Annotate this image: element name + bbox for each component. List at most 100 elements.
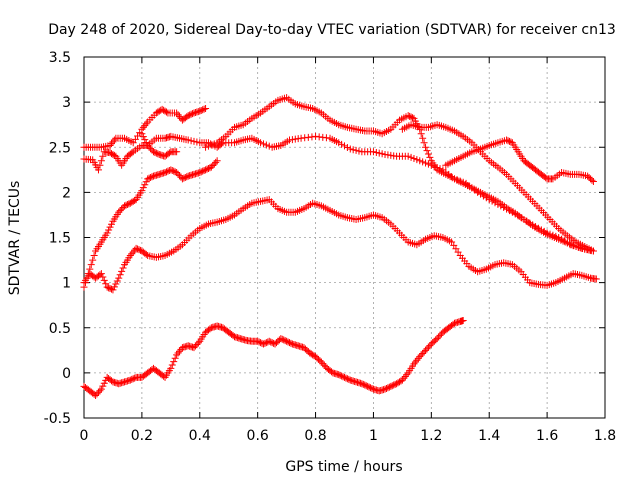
data-point: [154, 150, 162, 158]
data-point: [186, 111, 194, 119]
data-point: [287, 339, 295, 347]
data-point: [139, 184, 147, 192]
data-point: [100, 276, 108, 284]
data-point: [149, 148, 157, 156]
data-point: [257, 139, 265, 147]
data-point: [193, 340, 201, 348]
data-point: [190, 344, 198, 352]
data-point: [128, 149, 136, 157]
data-point: [210, 140, 218, 148]
data-point: [152, 109, 160, 117]
data-point: [103, 283, 111, 291]
data-point: [162, 108, 170, 116]
data-point: [423, 345, 431, 353]
y-tick-label: 0.5: [49, 321, 71, 337]
data-point: [286, 339, 294, 347]
data-point: [422, 159, 430, 167]
data-point: [259, 140, 267, 148]
x-tick-label: 1.4: [478, 428, 500, 444]
data-point: [176, 172, 184, 180]
data-point: [346, 145, 354, 153]
data-point: [206, 325, 214, 333]
data-point: [267, 338, 275, 346]
data-point: [306, 349, 314, 357]
x-tick-label: 1.2: [420, 428, 442, 444]
data-point: [588, 176, 596, 184]
data-point: [187, 110, 195, 118]
data-point: [145, 143, 153, 151]
data-point: [212, 158, 220, 166]
data-point: [131, 374, 139, 382]
x-tick-label: 0: [80, 428, 89, 444]
data-point: [342, 374, 350, 382]
data-point: [409, 114, 417, 122]
data-point: [103, 229, 111, 237]
data-point: [110, 151, 118, 159]
data-point: [229, 332, 237, 340]
data-point: [173, 148, 181, 156]
data-point: [281, 337, 289, 345]
data-point: [367, 384, 375, 392]
data-point: [381, 385, 389, 393]
data-point: [435, 333, 443, 341]
axis-ticks: 0 0.2 0.4 0.6 0.8 1 1.2 1.4 1.6 1.8 -0.5 0 0.5 1 1.5 2 2…: [44, 50, 616, 444]
data-point: [86, 265, 94, 273]
data-point: [345, 375, 353, 383]
data-point: [204, 164, 212, 172]
data-point: [184, 136, 192, 144]
data-point: [106, 223, 114, 231]
data-point: [505, 137, 513, 145]
data-point: [129, 197, 137, 205]
data-point: [139, 123, 147, 131]
data-point: [154, 108, 162, 116]
data-point: [416, 353, 424, 361]
data-point: [407, 153, 415, 161]
data-point: [113, 277, 121, 285]
data-point: [115, 208, 123, 216]
data-point: [83, 274, 91, 282]
data-point: [368, 384, 376, 392]
data-point: [96, 161, 104, 169]
data-point: [387, 382, 395, 390]
data-point: [170, 167, 178, 175]
data-point: [92, 391, 100, 399]
data-point: [420, 348, 428, 356]
data-point: [180, 174, 188, 182]
data-point: [184, 112, 192, 120]
data-point: [343, 375, 351, 383]
data-point: [80, 283, 88, 291]
data-point: [417, 351, 425, 359]
data-point: [335, 371, 343, 379]
data-point: [424, 160, 432, 168]
data-point: [382, 384, 390, 392]
x-tick-label: 0.2: [131, 428, 153, 444]
data-point: [97, 270, 105, 278]
data-point: [413, 156, 421, 164]
y-tick-label: 2.5: [49, 140, 71, 156]
data-point: [161, 169, 169, 177]
data-point: [385, 383, 393, 391]
data-point: [338, 372, 346, 380]
data-point: [283, 337, 291, 345]
data-point: [589, 247, 597, 255]
data-point: [414, 354, 422, 362]
data-point: [203, 165, 211, 173]
data-point: [189, 110, 197, 118]
data-point: [161, 107, 169, 115]
x-tick-label: 0.8: [304, 428, 326, 444]
x-tick-label: 0.4: [189, 428, 211, 444]
data-point: [106, 149, 114, 157]
data-point: [372, 148, 380, 156]
data-point: [136, 246, 144, 254]
data-point: [126, 199, 134, 207]
data-point: [173, 351, 181, 359]
data-point: [278, 335, 286, 343]
data-point: [336, 371, 344, 379]
data-point: [148, 173, 156, 181]
data-point: [129, 375, 137, 383]
data-point: [343, 143, 351, 151]
data-point: [90, 252, 98, 260]
data-point: [592, 275, 600, 283]
data-point: [204, 142, 212, 150]
